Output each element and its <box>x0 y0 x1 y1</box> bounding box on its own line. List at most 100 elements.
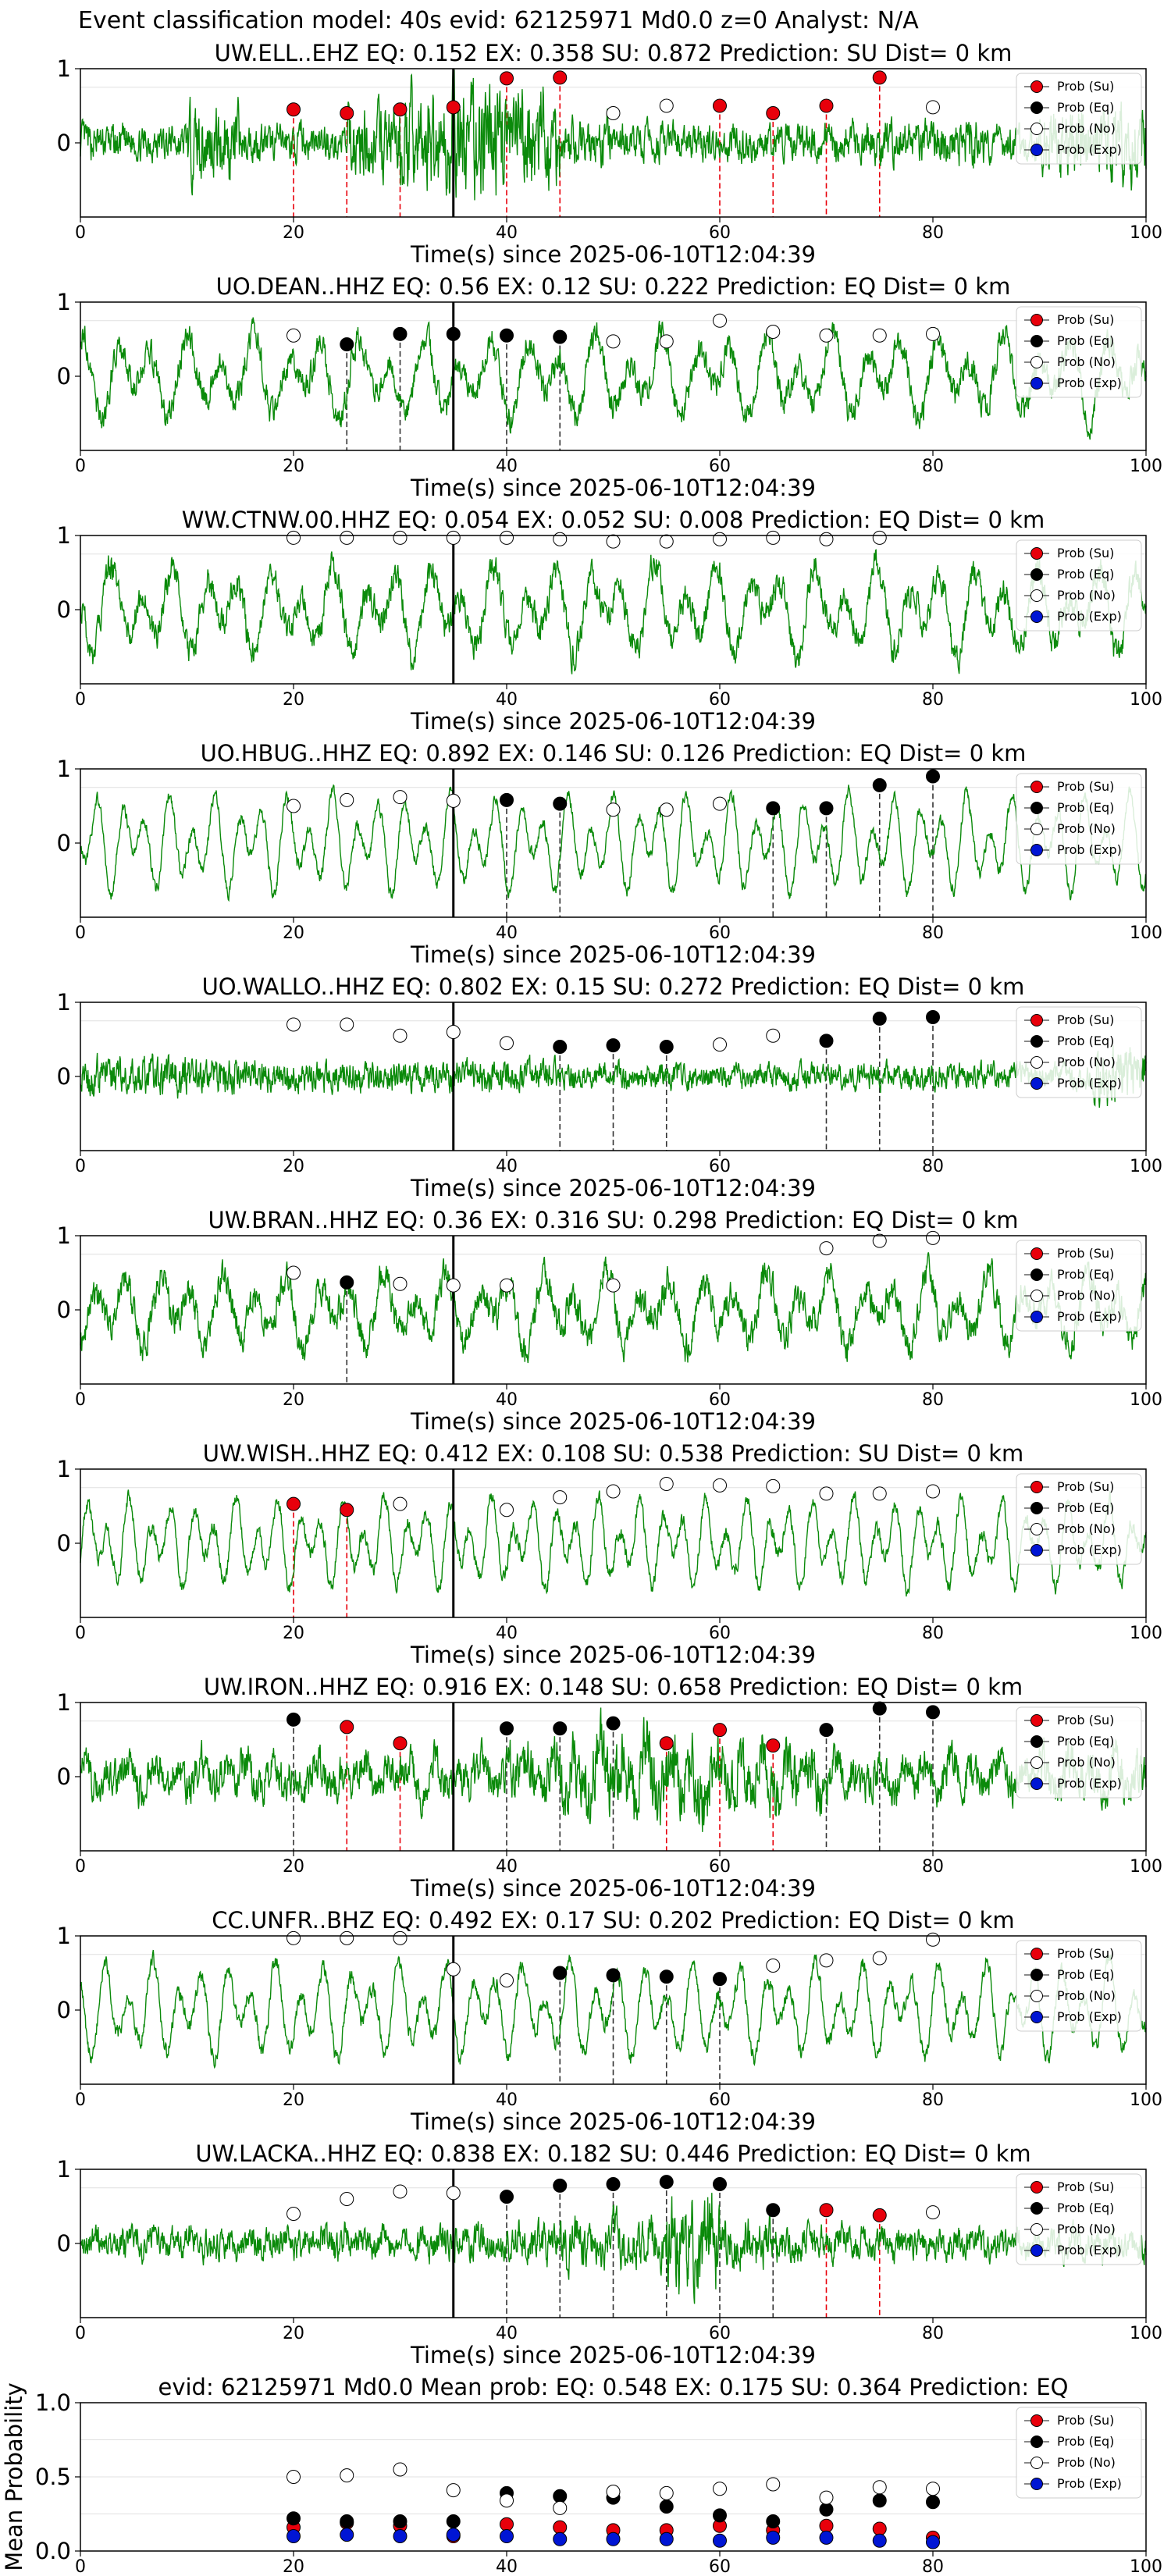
prob-marker-eq <box>659 1969 674 1984</box>
prob-marker-eq <box>606 1716 621 1731</box>
x-tick-label: 60 <box>709 2557 731 2576</box>
legend-label: Prob (Eq) <box>1057 1967 1114 1982</box>
prob-marker-eq <box>606 2177 621 2191</box>
x-tick-label: 100 <box>1130 457 1162 476</box>
panel-title: UW.IRON..HHZ EQ: 0.916 EX: 0.148 SU: 0.6… <box>204 1674 1023 1700</box>
prob-marker-eq <box>446 326 461 341</box>
prob-marker-eq <box>872 777 887 792</box>
x-tick-label: 100 <box>1130 1157 1162 1176</box>
x-axis-label: Time(s) since 2025-06-10T12:04:39 <box>410 1408 816 1435</box>
y-tick-label: 0 <box>57 1997 71 2023</box>
x-tick-label: 100 <box>1130 1624 1162 1643</box>
prob-marker-eq <box>553 796 568 811</box>
panel-title: UW.LACKA..HHZ EQ: 0.838 EX: 0.182 SU: 0.… <box>195 2140 1030 2167</box>
waveform-trace <box>80 549 1147 674</box>
panel-title: evid: 62125971 Md0.0 Mean prob: EQ: 0.54… <box>158 2374 1069 2400</box>
station-panel: UO.DEAN..HHZ EQ: 0.56 EX: 0.12 SU: 0.222… <box>57 273 1162 501</box>
legend-label: Prob (Exp) <box>1057 842 1122 857</box>
legend-marker-no <box>1030 823 1043 835</box>
prob-marker-no <box>446 1025 461 1039</box>
prob-marker-su <box>340 106 354 120</box>
prob-marker-eq <box>872 1701 887 1716</box>
x-tick-label: 0 <box>75 2090 86 2110</box>
mean-probability-panel: evid: 62125971 Md0.0 Mean prob: EQ: 0.54… <box>1 2374 1162 2576</box>
prob-marker-su <box>819 98 834 113</box>
legend-box <box>1016 73 1142 165</box>
legend-marker-no <box>1030 1056 1043 1069</box>
panel-title: UW.BRAN..HHZ EQ: 0.36 EX: 0.316 SU: 0.29… <box>208 1207 1018 1233</box>
y-tick-label: 0 <box>57 1763 71 1790</box>
x-tick-label: 0 <box>75 923 86 943</box>
y-tick-label: 1.0 <box>35 2389 71 2416</box>
prob-marker-no <box>872 530 887 545</box>
prob-marker-no <box>606 1484 621 1499</box>
x-tick-label: 80 <box>922 923 944 943</box>
waveform-trace <box>80 317 1147 440</box>
legend-label: Prob (Su) <box>1057 2413 1114 2428</box>
x-tick-label: 40 <box>496 457 518 476</box>
legend-label: Prob (Su) <box>1057 1479 1114 1494</box>
prob-marker-no <box>393 1276 408 1291</box>
prob-marker-no <box>872 1233 887 1248</box>
y-tick-label: 0 <box>57 363 71 390</box>
legend-label: Prob (Eq) <box>1057 2201 1114 2215</box>
prob-marker-eq <box>926 1705 940 1720</box>
legend-label: Prob (No) <box>1057 354 1116 369</box>
y-tick-label: 1 <box>57 1689 71 1716</box>
mean-prob-marker-su <box>500 2517 514 2532</box>
prob-marker-no <box>393 2184 408 2199</box>
y-tick-label: 0 <box>57 1530 71 1557</box>
prob-marker-no <box>446 530 461 545</box>
mean-prob-marker-no <box>713 2482 727 2496</box>
prob-marker-no <box>872 328 887 343</box>
legend-marker-no <box>1030 1756 1043 1769</box>
prob-marker-eq <box>926 769 940 784</box>
legend-marker-su <box>1030 1481 1043 1493</box>
x-axis-label: Time(s) since 2025-06-10T12:04:39 <box>410 2108 816 2135</box>
prob-marker-no <box>819 1953 834 1968</box>
station-panel: UW.WISH..HHZ EQ: 0.412 EX: 0.108 SU: 0.5… <box>57 1440 1162 1668</box>
prob-marker-no <box>287 530 301 545</box>
prob-marker-no <box>659 802 674 817</box>
mean-prob-marker-no <box>606 2485 621 2499</box>
mean-prob-marker-su <box>872 2521 887 2536</box>
x-tick-label: 20 <box>283 2090 304 2110</box>
x-tick-label: 40 <box>496 1857 518 1877</box>
panels: UW.ELL..EHZ EQ: 0.152 EX: 0.358 SU: 0.87… <box>1 40 1162 2576</box>
prob-marker-no <box>446 1962 461 1976</box>
prob-marker-eq <box>500 328 514 343</box>
prob-marker-no <box>659 98 674 113</box>
legend-label: Prob (Eq) <box>1057 1034 1114 1048</box>
x-axis-label: Time(s) since 2025-06-10T12:04:39 <box>410 1175 816 1201</box>
legend-label: Prob (No) <box>1057 1755 1116 1770</box>
prob-marker-no <box>606 334 621 349</box>
y-tick-label: 0 <box>57 830 71 856</box>
prob-marker-su <box>393 102 408 117</box>
prob-marker-su <box>766 106 781 120</box>
legend-box <box>1016 539 1142 632</box>
prob-marker-no <box>287 1017 301 1032</box>
mean-prob-marker-exp <box>340 2528 354 2542</box>
x-tick-label: 80 <box>922 2557 944 2576</box>
prob-marker-eq <box>553 1040 568 1054</box>
prob-marker-eq <box>500 1721 514 1736</box>
station-panel: WW.CTNW.00.HHZ EQ: 0.054 EX: 0.052 SU: 0… <box>57 507 1162 735</box>
prob-marker-no <box>340 2192 354 2206</box>
legend-label: Prob (Eq) <box>1057 1267 1114 1282</box>
x-tick-label: 0 <box>75 1624 86 1643</box>
mean-prob-marker-exp <box>287 2529 301 2543</box>
legend-marker-exp <box>1030 1311 1043 1323</box>
legend-box <box>1016 1006 1142 1098</box>
legend-marker-su <box>1030 1247 1043 1260</box>
legend-marker-exp <box>1030 1077 1043 1090</box>
legend-label: Prob (Su) <box>1057 312 1114 327</box>
prob-marker-no <box>659 1477 674 1491</box>
station-panel: CC.UNFR..BHZ EQ: 0.492 EX: 0.17 SU: 0.20… <box>57 1907 1162 2135</box>
prob-marker-no <box>713 532 727 546</box>
mean-prob-marker-eq <box>393 2514 408 2528</box>
prob-marker-eq <box>872 1011 887 1026</box>
prob-marker-no <box>500 1973 514 1987</box>
legend-marker-exp <box>1030 2011 1043 2023</box>
mean-prob-marker-eq <box>287 2511 301 2526</box>
legend-label: Prob (No) <box>1057 2455 1116 2470</box>
